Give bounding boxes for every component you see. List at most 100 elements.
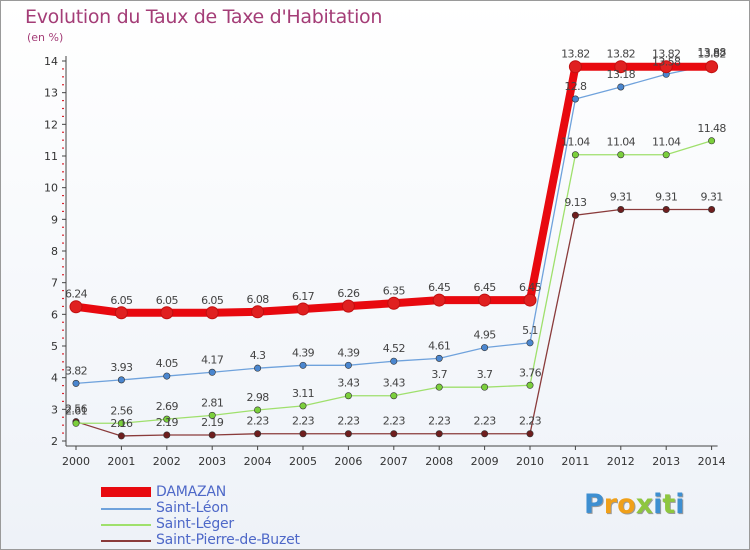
data-label: 6.24	[65, 288, 88, 301]
data-label: 13.82	[652, 48, 681, 61]
data-label: 6.17	[292, 290, 315, 303]
legend-label: DAMAZAN	[156, 484, 227, 500]
data-label: 2.19	[201, 416, 224, 429]
data-point	[254, 364, 262, 372]
data-label: 6.26	[337, 287, 360, 300]
data-point	[163, 372, 171, 380]
data-label: 11.04	[607, 136, 636, 149]
data-label: 6.05	[156, 294, 179, 307]
data-point	[478, 293, 492, 307]
y-tick-label: 8	[51, 245, 58, 258]
data-label: 6.45	[428, 281, 451, 294]
data-label: 6.45	[474, 281, 497, 294]
logo-letter: x	[635, 489, 654, 520]
data-label: 2.23	[474, 415, 497, 428]
y-tick-label: 5	[51, 340, 58, 353]
data-label: 3.11	[292, 387, 314, 400]
legend-label: Saint-Léon	[156, 500, 229, 516]
x-tick-label: 2007	[380, 455, 408, 468]
x-tick-label: 2003	[198, 455, 226, 468]
data-point	[617, 206, 625, 214]
x-tick-label: 2004	[244, 455, 272, 468]
data-label: 2.56	[65, 403, 88, 416]
data-label: 4.17	[201, 353, 224, 366]
data-label: 2.23	[383, 415, 406, 428]
data-label: 3.43	[337, 377, 360, 390]
data-label: 2.61	[65, 404, 87, 417]
y-tick-label: 10	[44, 182, 58, 195]
data-label: 3.93	[110, 361, 133, 374]
data-label: 6.08	[247, 293, 270, 306]
y-tick-label: 2	[51, 435, 58, 448]
data-point	[117, 419, 125, 427]
data-point	[387, 296, 401, 310]
data-label: 2.69	[156, 400, 179, 413]
proxiti-logo: Proxiti	[584, 489, 685, 520]
data-point	[163, 431, 171, 439]
data-point	[523, 293, 537, 307]
legend-swatch	[101, 540, 151, 542]
data-label: 9.31	[655, 191, 677, 204]
data-label: 11.04	[561, 136, 590, 149]
data-label: 2.98	[247, 391, 270, 404]
y-tick-label: 13	[44, 87, 58, 100]
data-label: 13.58	[652, 55, 681, 68]
data-point	[617, 83, 625, 91]
data-label: 3.82	[65, 364, 87, 377]
data-point	[208, 411, 216, 419]
data-point	[481, 383, 489, 391]
data-label: 3.43	[383, 377, 406, 390]
data-label: 4.39	[292, 346, 315, 359]
data-point	[390, 392, 398, 400]
data-point	[160, 306, 174, 320]
data-point	[251, 305, 265, 319]
data-point	[344, 430, 352, 438]
data-label: 5.1	[522, 324, 538, 337]
data-point	[254, 430, 262, 438]
data-point	[117, 376, 125, 384]
data-point	[526, 381, 534, 389]
data-label: 6.05	[110, 294, 133, 307]
data-label: 2.23	[519, 415, 542, 428]
data-label: 4.95	[474, 329, 497, 342]
logo-letter: i	[653, 489, 663, 520]
data-label: 13.18	[607, 68, 636, 81]
data-label: 6.35	[383, 284, 406, 297]
series-line-saint-l-on	[75, 64, 712, 385]
logo-letter: i	[675, 489, 685, 520]
data-point	[344, 361, 352, 369]
x-tick-label: 2011	[561, 455, 589, 468]
data-label: 2.23	[292, 415, 315, 428]
legend-swatch	[101, 487, 151, 497]
data-label: 6.05	[201, 294, 224, 307]
data-point	[481, 430, 489, 438]
data-point	[481, 344, 489, 352]
data-label: 12.8	[564, 80, 587, 93]
x-tick-label: 2014	[698, 455, 726, 468]
data-point	[299, 361, 307, 369]
data-label: 4.39	[337, 346, 360, 359]
data-point	[708, 137, 716, 145]
x-tick-label: 2000	[62, 455, 90, 468]
y-tick-label: 4	[51, 372, 58, 385]
x-tick-label: 2013	[652, 455, 680, 468]
data-point	[705, 60, 719, 74]
x-tick-label: 2001	[107, 455, 135, 468]
data-point	[571, 211, 579, 219]
data-label: 6.45	[519, 281, 542, 294]
data-point	[526, 339, 534, 347]
data-label: 3.76	[519, 366, 542, 379]
data-point	[614, 60, 628, 74]
x-tick-label: 2002	[153, 455, 181, 468]
data-label: 2.19	[156, 416, 179, 429]
y-tick-label: 3	[51, 403, 58, 416]
data-point	[299, 402, 307, 410]
data-point	[571, 151, 579, 159]
logo-letter: r	[603, 489, 618, 520]
data-label: 3.7	[477, 368, 493, 381]
data-point	[163, 415, 171, 423]
data-point	[117, 432, 125, 440]
data-point	[208, 431, 216, 439]
